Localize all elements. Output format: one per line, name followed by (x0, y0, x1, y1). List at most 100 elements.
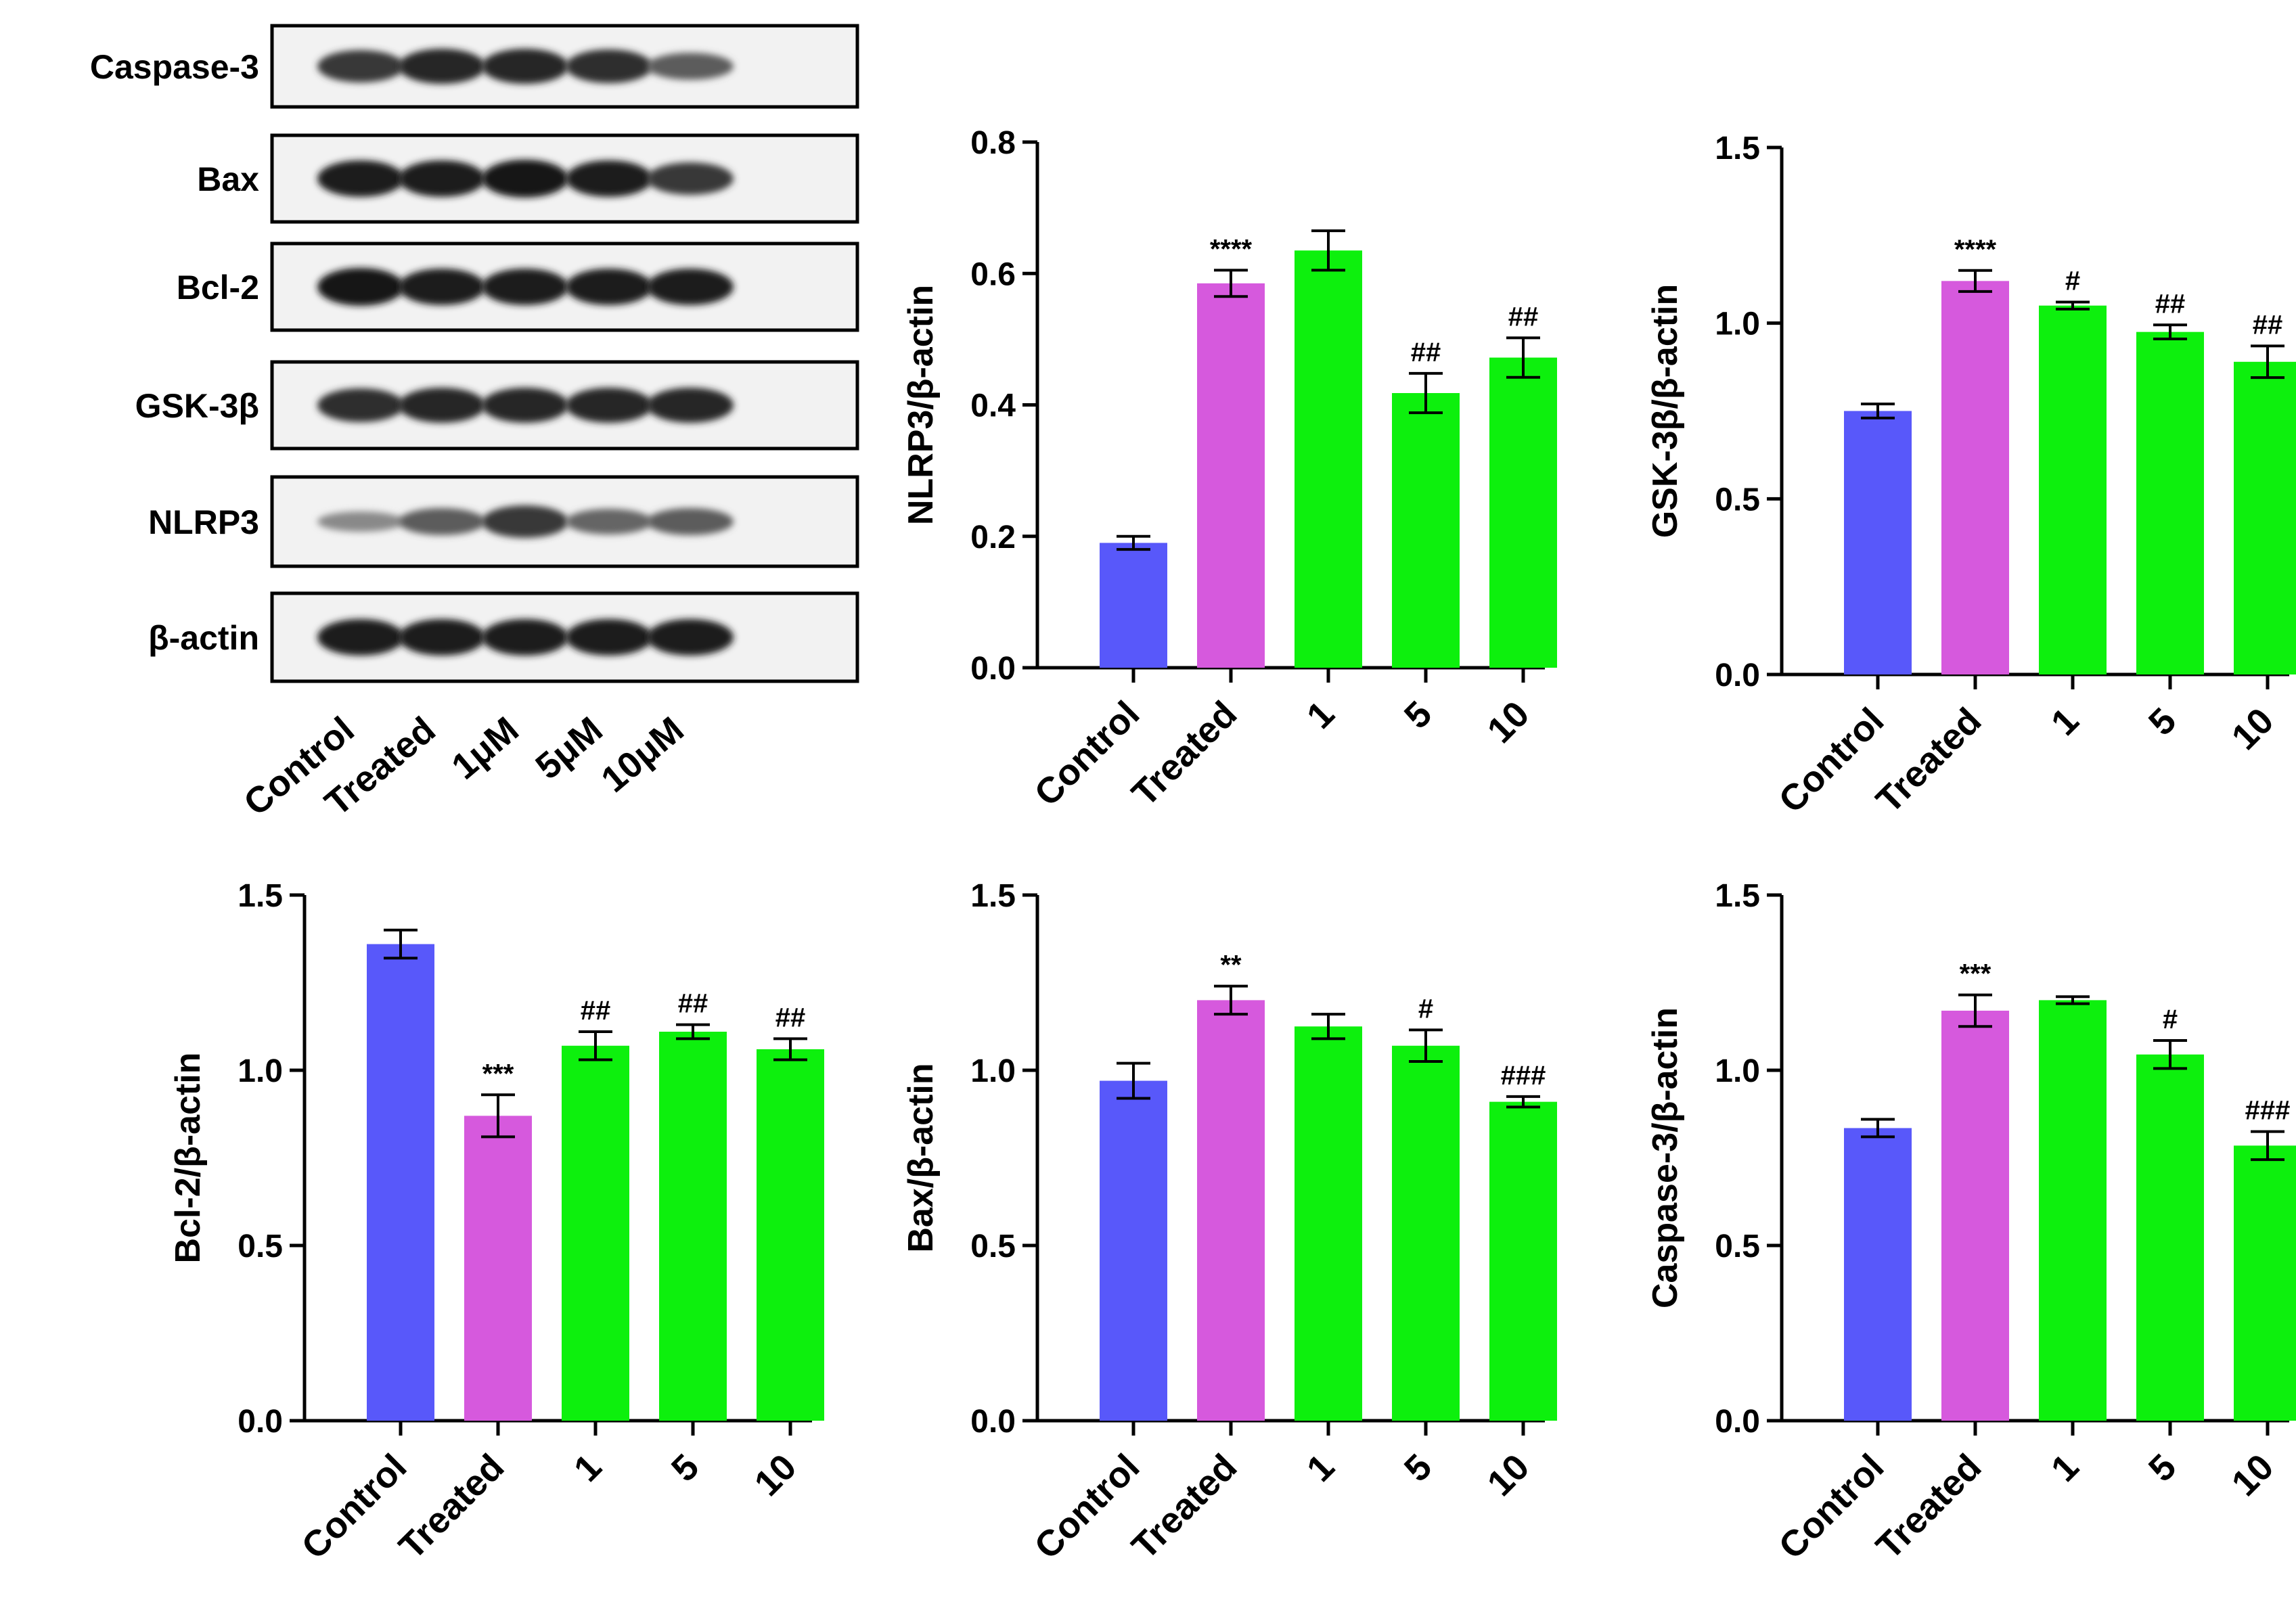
blot-band (566, 509, 652, 534)
y-tick-label: 1.0 (238, 1053, 283, 1089)
y-tick-label: 0.0 (1715, 658, 1760, 693)
blot-row-0: Caspase-3 (90, 24, 859, 109)
bar (562, 1045, 629, 1421)
x-tick-label: 5 (664, 1446, 707, 1490)
x-tick-label: 10 (747, 1446, 805, 1504)
bar (1392, 1045, 1460, 1421)
blot-band (399, 508, 485, 535)
chart-4: 0.0 0.5 1.0 1.5 Caspase-3/β-actin Control *** T… (1646, 878, 2296, 1567)
x-tick-label: 10 (1480, 693, 1537, 751)
blot-protein-label: NLRP3 (148, 503, 259, 541)
blot-band (647, 162, 734, 195)
blot-band (482, 269, 568, 305)
blot-band (482, 619, 568, 656)
blot-row-1: Bax (197, 133, 859, 224)
blot-band (317, 50, 404, 83)
x-tick-label: 5 (1397, 1446, 1440, 1490)
significance-label: ## (678, 989, 708, 1019)
blot-band (317, 388, 404, 422)
western-blot-panel: Caspase-3 Bax Bcl-2 GSK-3β NLRP3 β-actin Contr… (90, 24, 859, 824)
blot-band (399, 269, 485, 305)
y-axis-label: Bcl-2/β-actin (168, 1052, 208, 1263)
x-tick-label: Treated (1868, 1446, 1989, 1567)
blot-band (566, 269, 652, 305)
bar (2039, 1000, 2107, 1421)
blot-band (399, 619, 485, 656)
x-tick-label: Control (1027, 693, 1147, 814)
y-axis-label: NLRP3/β-actin (901, 285, 941, 525)
x-tick-label: Control (1771, 700, 1891, 821)
y-tick-label: 1.5 (238, 878, 283, 914)
y-tick-label: 0.5 (1715, 1229, 1760, 1264)
significance-label: ** (1220, 951, 1242, 980)
significance-label: **** (1210, 234, 1253, 264)
chart-3: 0.0 0.5 1.0 1.5 Bax/β-actin Control ** Treated 1… (901, 878, 1557, 1567)
x-tick-label: Treated (391, 1446, 512, 1567)
significance-label: # (2163, 1005, 2178, 1034)
blot-band (647, 619, 734, 656)
blot-band (399, 388, 485, 423)
x-tick-label: Treated (1868, 700, 1989, 821)
blot-band (566, 49, 652, 83)
blot-band (647, 508, 734, 535)
bar (1844, 411, 1912, 674)
x-tick-label: 5 (1397, 693, 1440, 737)
blot-band (317, 619, 404, 656)
y-tick-label: 0.2 (970, 520, 1016, 555)
x-tick-label: 10 (1480, 1446, 1537, 1504)
x-tick-label: 5 (2141, 1446, 2184, 1490)
blot-protein-label: Bcl-2 (177, 269, 259, 306)
y-tick-label: 0.0 (970, 1404, 1016, 1440)
blot-lane-label: 5μM (528, 709, 610, 787)
y-tick-label: 0.6 (970, 256, 1016, 292)
x-tick-label: 10 (2224, 1446, 2282, 1504)
blot-band (317, 268, 404, 306)
y-tick-label: 1.0 (1715, 306, 1760, 342)
blot-band (566, 160, 652, 197)
x-tick-label: 1 (566, 1446, 610, 1490)
y-axis-label: Caspase-3/β-actin (1646, 1007, 1685, 1308)
y-tick-label: 0.5 (970, 1229, 1016, 1264)
significance-label: ## (1411, 338, 1441, 367)
blot-band (482, 49, 568, 84)
blot-row-4: NLRP3 (148, 475, 859, 568)
significance-label: *** (482, 1059, 514, 1089)
bar (1197, 283, 1265, 668)
blot-band (482, 388, 568, 423)
bar (1197, 1000, 1265, 1421)
significance-label: ## (581, 996, 611, 1026)
blot-row-3: GSK-3β (135, 360, 859, 451)
y-tick-label: 0.5 (1715, 482, 1760, 518)
x-tick-label: Treated (1124, 693, 1244, 814)
bar (1941, 281, 2009, 674)
x-tick-label: Treated (1124, 1446, 1244, 1567)
significance-label: ## (2253, 310, 2283, 340)
bar-charts: 0.0 0.2 0.4 0.6 0.8 NLRP3/β-actin Control **** T… (168, 125, 2296, 1567)
blot-band (399, 160, 485, 197)
bar (1489, 1101, 1557, 1421)
blot-protein-label: β-actin (148, 619, 259, 657)
bar (1295, 1026, 1362, 1421)
blot-lane-label: 1μM (444, 709, 526, 787)
blot-band (647, 53, 734, 80)
blot-protein-label: GSK-3β (135, 387, 259, 425)
y-tick-label: 1.0 (970, 1053, 1016, 1089)
y-tick-label: 1.0 (1715, 1053, 1760, 1089)
bar (757, 1049, 824, 1421)
blot-protein-label: Bax (197, 160, 259, 198)
x-tick-label: Control (1771, 1446, 1891, 1567)
blot-row-2: Bcl-2 (177, 242, 859, 332)
blot-row-5: β-actin (148, 591, 859, 683)
chart-1: 0.0 0.5 1.0 1.5 GSK-3β/β-actin Control **** Tre… (1646, 131, 2296, 821)
y-tick-label: 0.4 (970, 388, 1016, 424)
blot-band (317, 511, 404, 532)
x-tick-label: 1 (2044, 700, 2087, 743)
blot-band (566, 619, 652, 656)
bar (2234, 361, 2296, 674)
blot-band (647, 269, 734, 305)
bar (1295, 250, 1362, 668)
significance-label: *** (1960, 959, 1991, 989)
bar (2136, 331, 2204, 674)
